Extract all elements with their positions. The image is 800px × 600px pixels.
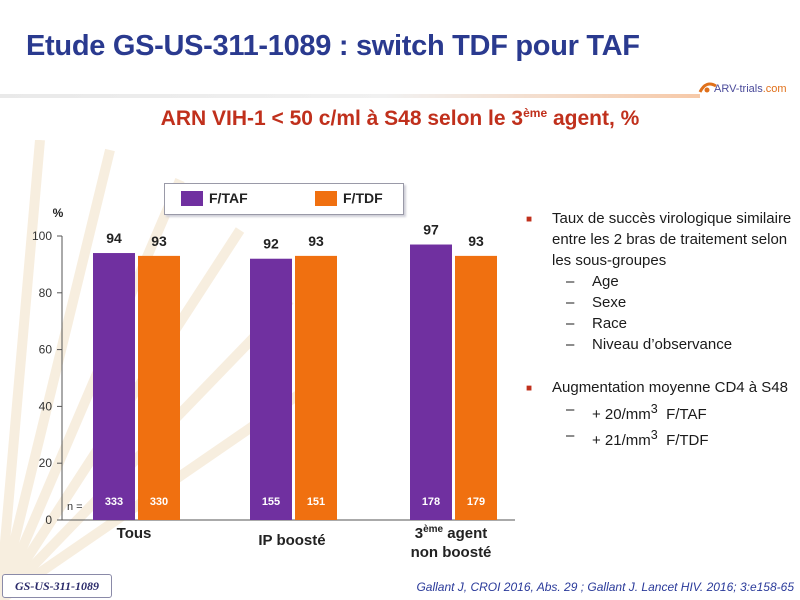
y-tick-label: 20: [39, 456, 53, 470]
bar-ftdf: [295, 255, 337, 520]
category-label-text: Tous: [117, 525, 152, 542]
sub-bullet-sup: 3: [650, 402, 658, 416]
sub-bullet-main: Niveau d’observance: [592, 336, 733, 353]
category-label: 3ème agent: [415, 524, 488, 542]
bullet-square-icon: ■: [526, 383, 533, 394]
category-label-text: IP boosté: [258, 532, 325, 549]
logo-text: ARV-trials.com: [714, 83, 787, 95]
y-tick-label: 80: [39, 286, 53, 300]
chart-subtitle: ARN VIH-1 < 50 c/ml à S48 selon le 3ème …: [0, 106, 800, 131]
dash-icon: –: [566, 336, 575, 353]
logo-swoosh-icon: [698, 82, 717, 93]
y-tick-label: 40: [39, 399, 53, 413]
dash-icon: –: [566, 273, 575, 290]
legend-label-ftdf: F/TDF: [343, 190, 383, 206]
bar-n-label: 155: [262, 496, 280, 508]
y-tick-label: 100: [32, 229, 52, 243]
dash-icon: –: [566, 401, 575, 418]
bar-ftdf: [138, 255, 180, 520]
legend-item-ftaf: F/TAF: [181, 190, 248, 206]
sub-bullet-item: – + 20/mm3 F/TAF: [526, 399, 796, 425]
sub-bullet-text: + 20/mm3 F/TAF: [592, 399, 707, 425]
sub-bullet-text: + 21/mm3 F/TDF: [592, 425, 709, 451]
bullet-square-icon: ■: [526, 214, 533, 225]
subtitle-main: ARN VIH-1 < 50 c/ml à S48 selon le 3: [160, 107, 524, 130]
bar-n-label: 178: [422, 496, 440, 508]
category-label: Tous: [117, 525, 152, 542]
chart-legend: F/TAF F/TDF: [164, 183, 404, 215]
sub-bullet-text: Age: [592, 271, 619, 292]
category-label-tail: agent: [443, 525, 487, 542]
bar-value-label: 97: [423, 222, 439, 238]
bar-value-label: 92: [263, 236, 279, 252]
sub-bullet-item: – Sexe: [526, 292, 796, 313]
bar-value-label: 93: [468, 233, 484, 249]
sub-bullet-main: + 21/mm: [592, 432, 651, 449]
subtitle-sup: ème: [523, 106, 548, 120]
bullet-text: Augmentation moyenne CD4 à S48: [552, 379, 788, 396]
bullet-item: ■ Taux de succès virologique similaire en…: [526, 208, 796, 271]
bullet-item: ■ Augmentation moyenne CD4 à S48: [526, 377, 796, 399]
sub-bullet-main: + 20/mm: [592, 406, 651, 423]
legend-swatch-ftdf: [315, 190, 337, 206]
legend-label-ftaf: F/TAF: [209, 190, 248, 206]
dash-icon: –: [566, 427, 575, 444]
dash-icon: –: [566, 315, 575, 332]
bar-value-label: 93: [151, 233, 167, 249]
bar-n-label: 330: [150, 496, 168, 508]
sub-bullet-tail: F/TAF: [657, 406, 707, 423]
sub-bullet-item: – Race: [526, 313, 796, 334]
legend-swatch-ftaf: [181, 190, 203, 206]
bullet-text: Taux de succès virologique similaire ent…: [552, 210, 792, 269]
bar-n-label: 151: [307, 496, 325, 508]
y-axis-label: %: [53, 206, 64, 220]
bar-ftaf: [93, 253, 135, 520]
sub-bullet-item: – Niveau d’observance: [526, 334, 796, 355]
category-label-text: 3: [415, 525, 423, 542]
logo-text-prefix: ARV-trials: [714, 83, 763, 95]
study-badge: GS-US-311-1089: [2, 574, 112, 598]
reference-citation: Gallant J, CROI 2016, Abs. 29 ; Gallant …: [416, 580, 794, 594]
sub-bullet-main: Age: [592, 273, 619, 290]
sub-bullet-text: Niveau d’observance: [592, 334, 732, 355]
sub-bullet-text: Race: [592, 313, 627, 334]
bar-value-label: 94: [106, 230, 122, 246]
sub-bullet-item: – Age: [526, 271, 796, 292]
sub-bullet-text: Sexe: [592, 292, 626, 313]
sub-bullet-item: – + 21/mm3 F/TDF: [526, 425, 796, 451]
slide-title: Etude GS-US-311-1089 : switch TDF pour T…: [26, 30, 640, 62]
sub-bullet-main: Race: [592, 315, 628, 332]
title-underline: [0, 94, 700, 98]
subtitle-tail: agent, %: [547, 107, 640, 130]
bullet-list: ■ Taux de succès virologique similaire en…: [526, 208, 796, 451]
category-label-sup: ème: [423, 524, 443, 535]
sub-bullet-sup: 3: [650, 428, 658, 442]
y-tick-label: 0: [45, 513, 52, 527]
legend-item-ftdf: F/TDF: [315, 190, 383, 206]
bullet-spacer: [526, 355, 796, 377]
sub-bullet-main: Sexe: [592, 294, 627, 311]
bar-ftaf: [410, 244, 452, 520]
bar-n-label: 179: [467, 496, 485, 508]
bar-ftdf: [455, 255, 497, 520]
sub-bullet-tail: F/TDF: [657, 432, 709, 449]
bar-value-label: 93: [308, 233, 324, 249]
y-tick-label: 60: [39, 343, 53, 357]
n-label: n =: [67, 501, 83, 513]
bar-n-label: 333: [105, 496, 123, 508]
bar-chart: % 0 20 40 60 80 100 94 333 93 330 92 155 93 151 97 178 93…: [32, 206, 515, 561]
dash-icon: –: [566, 294, 575, 311]
logo-text-suffix: .com: [762, 83, 787, 95]
category-label-line2: non boosté: [411, 544, 492, 561]
category-label: IP boosté: [258, 532, 325, 549]
bar-ftaf: [250, 258, 292, 520]
